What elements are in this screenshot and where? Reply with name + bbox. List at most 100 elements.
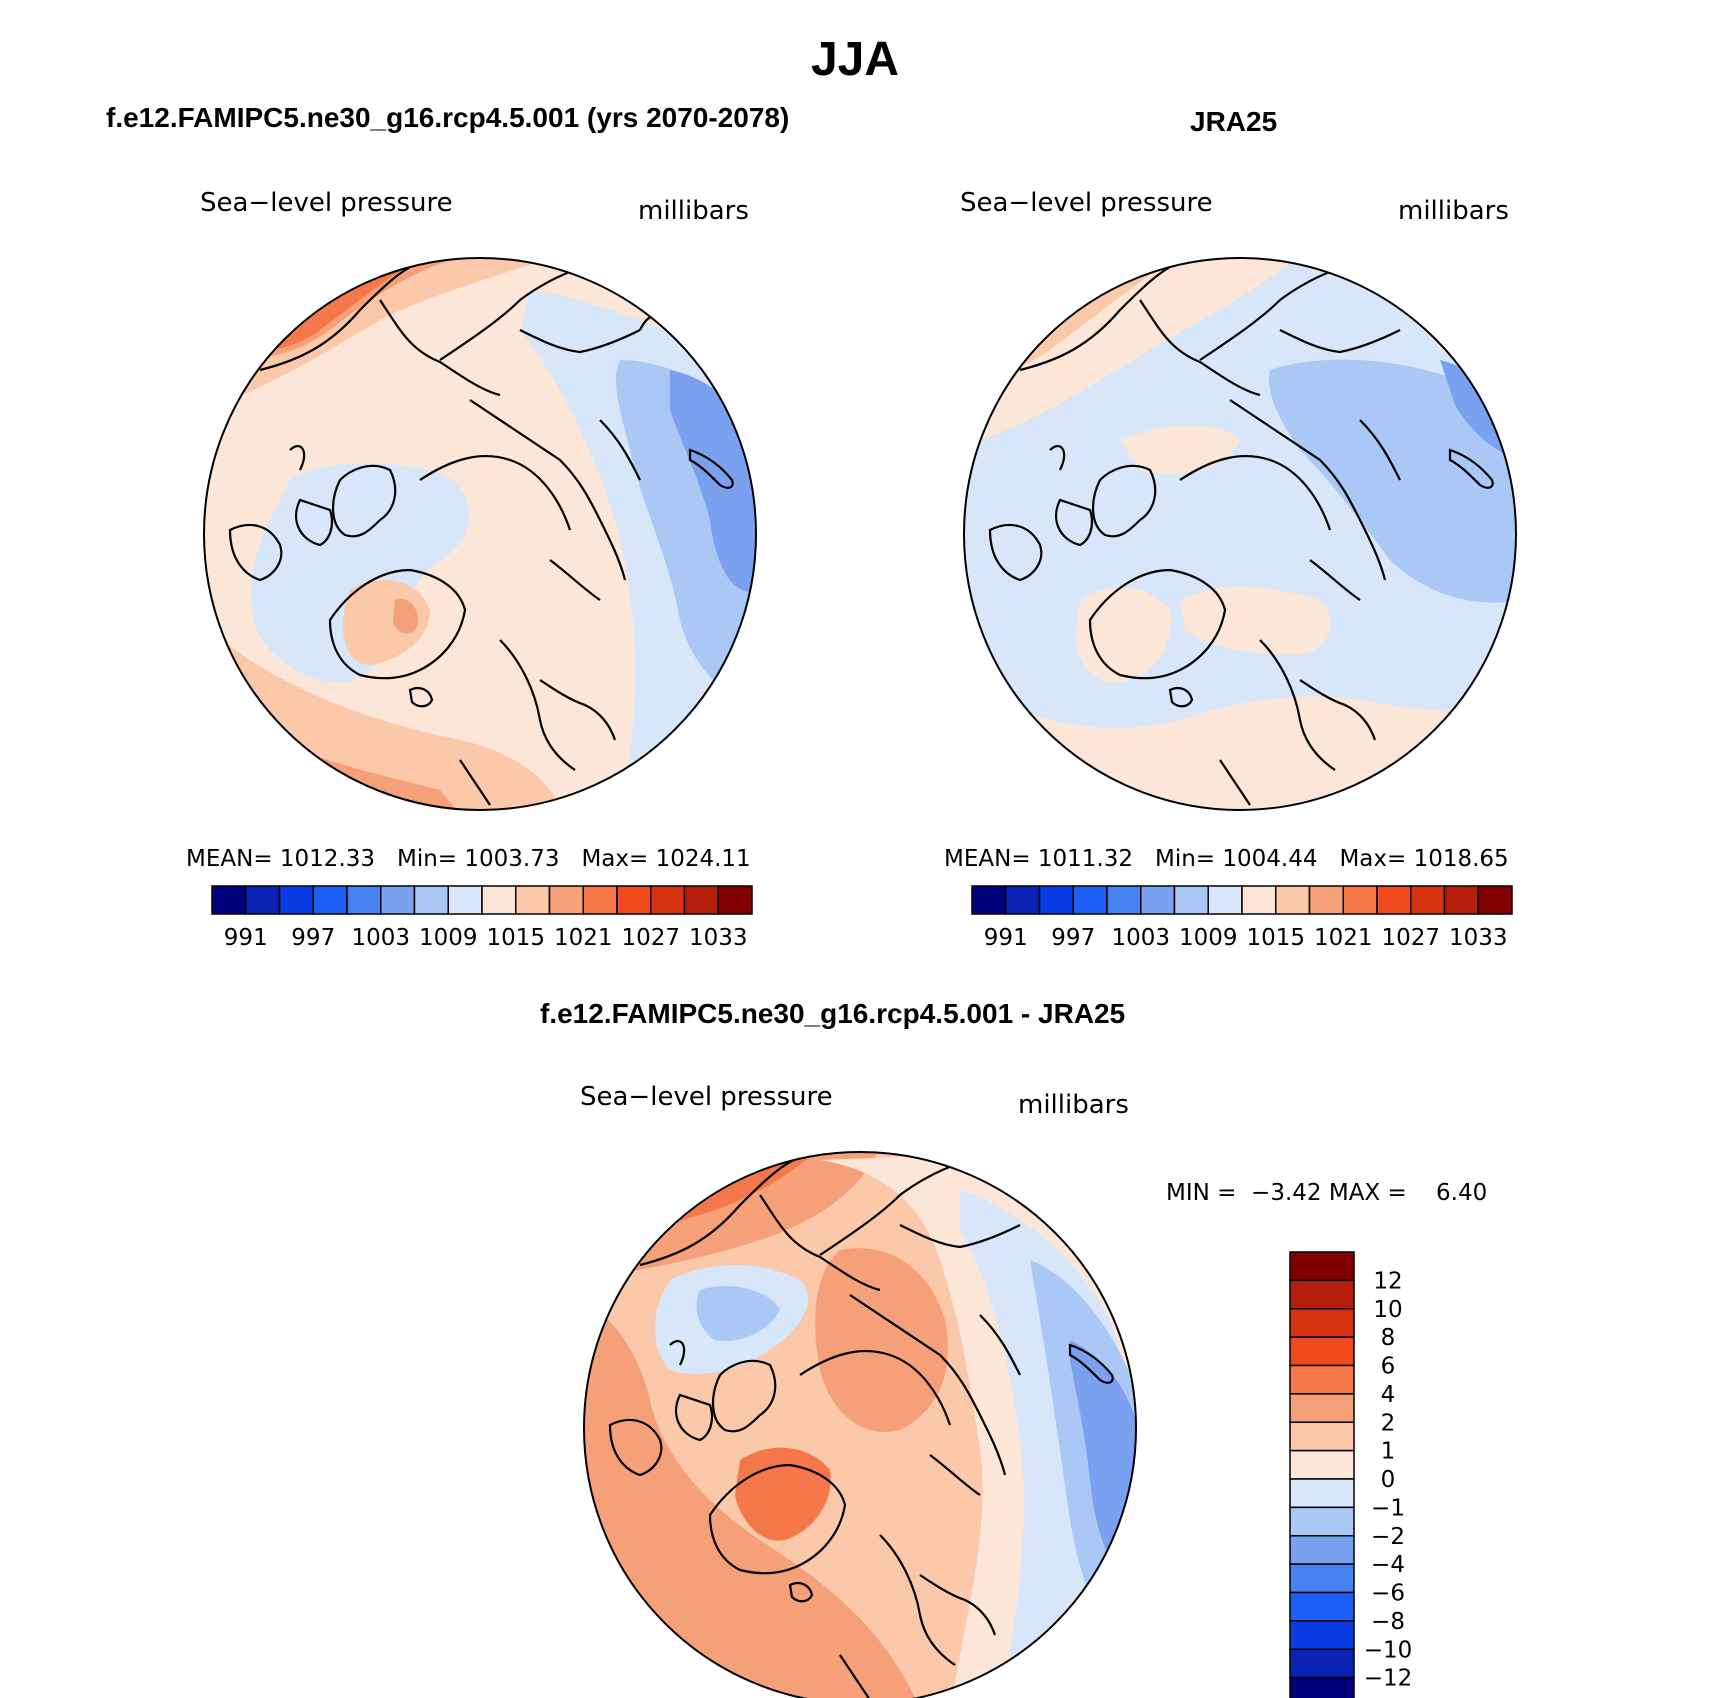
colorbar-swatch — [1289, 1421, 1355, 1452]
negative-anomaly-core — [696, 1286, 780, 1341]
model-min-value: 1003.73 — [464, 846, 560, 872]
obs-mean-label: MEAN= — [944, 846, 1031, 872]
model-colorbar: 991 997 1003 1009 1015 1021 1027 1033 — [211, 885, 753, 951]
colorbar-swatch — [1289, 1591, 1355, 1622]
colorbar-swatch — [346, 885, 382, 915]
colorbar-swatch — [1342, 885, 1378, 915]
colorbar-tick-label: 1021 — [1314, 925, 1373, 951]
colorbar-swatch — [1376, 885, 1412, 915]
colorbar-swatch — [582, 885, 618, 915]
colorbar-tick-label: −6 — [1371, 1581, 1405, 1607]
colorbar-tick-label: −2 — [1371, 1524, 1405, 1550]
colorbar-swatch — [1038, 885, 1074, 915]
colorbar-swatch — [1289, 1279, 1355, 1310]
colorbar-tick-label: −1 — [1371, 1495, 1405, 1521]
coastlines — [608, 1155, 1114, 1698]
model-panel-title: f.e12.FAMIPC5.ne30_g16.rcp4.5.001 (yrs 2… — [106, 102, 790, 133]
colorbar-swatch — [1275, 885, 1311, 915]
colorbar-tick-label: 1009 — [1179, 925, 1238, 951]
colorbar-swatch — [717, 885, 753, 915]
colorbar-tick-label: 1003 — [351, 925, 410, 951]
model-stats: MEAN= 1012.33 Min= 1003.73 Max= 1024.11 — [186, 846, 751, 872]
colorbar-swatch — [1289, 1251, 1355, 1282]
colorbar-tick-label: 12 — [1373, 1268, 1402, 1294]
colorbar-tick-label: 6 — [1381, 1354, 1396, 1380]
colorbar-swatch — [1289, 1336, 1355, 1367]
colorbar-swatch — [1289, 1393, 1355, 1423]
model-variable-label: Sea−level pressure — [200, 188, 453, 218]
high-pressure-core — [393, 599, 419, 634]
colorbar-tick-label: 991 — [984, 925, 1028, 951]
coastlines — [228, 260, 734, 806]
colorbar-swatch — [211, 885, 247, 915]
high-pressure-field — [342, 579, 430, 665]
diff-variable-label: Sea−level pressure — [580, 1082, 833, 1112]
model-min-label: Min= — [396, 846, 458, 872]
high-pressure-field — [1180, 586, 1331, 655]
colorbar-swatch — [683, 885, 719, 915]
colorbar-swatch — [1289, 1676, 1355, 1698]
obs-max-value: 1018.65 — [1413, 846, 1509, 872]
colorbar-swatch — [1289, 1620, 1355, 1650]
colorbar-swatch — [1289, 1478, 1355, 1509]
colorbar-swatch — [1410, 885, 1446, 915]
colorbar-swatch — [515, 885, 551, 915]
obs-max-label: Max= — [1339, 846, 1407, 872]
high-pressure-field — [1120, 425, 1240, 474]
colorbar-swatch — [1241, 885, 1277, 915]
colorbar-tick-label: −12 — [1364, 1666, 1413, 1692]
colorbar-tick-label: 1027 — [1381, 925, 1440, 951]
colorbar-tick-label: −10 — [1364, 1637, 1413, 1663]
colorbar-swatch — [1289, 1506, 1355, 1537]
low-pressure-field — [1269, 359, 1516, 603]
colorbar-swatch — [1072, 885, 1108, 915]
colorbar-swatch — [1443, 885, 1479, 915]
colorbar-tick-label: 4 — [1381, 1382, 1396, 1408]
diff-panel-title: f.e12.FAMIPC5.ne30_g16.rcp4.5.001 - JRA2… — [540, 998, 1126, 1029]
obs-polar-map — [963, 257, 1517, 811]
colorbar-swatch — [312, 885, 348, 915]
colorbar-swatch — [1173, 885, 1209, 915]
colorbar-swatch — [548, 885, 584, 915]
low-pressure-field — [251, 463, 469, 683]
colorbar-swatch — [650, 885, 686, 915]
high-pressure-field — [1075, 587, 1171, 683]
model-max-value: 1024.11 — [655, 846, 751, 872]
colorbar-swatch — [1477, 885, 1513, 915]
colorbar-tick-label: 1015 — [1246, 925, 1305, 951]
map-boundary — [963, 257, 1517, 811]
model-units-label: millibars — [638, 196, 749, 226]
diff-stats: MIN = −3.42 MAX = 6.40 — [1166, 1180, 1487, 1206]
colorbar-swatch — [1289, 1535, 1355, 1565]
obs-min-label: Min= — [1154, 846, 1216, 872]
colorbar-tick-label: 0 — [1381, 1467, 1396, 1493]
positive-anomaly-band — [584, 1300, 920, 1698]
colorbar-swatch — [481, 885, 517, 915]
colorbar-swatch — [1106, 885, 1142, 915]
diff-max-label: MAX = — [1328, 1180, 1407, 1206]
colorbar-swatch — [447, 885, 483, 915]
diff-units-label: millibars — [1018, 1090, 1129, 1120]
map-boundary — [583, 1151, 1137, 1698]
colorbar-tick-label: −8 — [1371, 1609, 1405, 1635]
obs-variable-label: Sea−level pressure — [960, 188, 1213, 218]
colorbar-swatch — [278, 885, 314, 915]
colorbar-tick-label: 1033 — [1449, 925, 1508, 951]
colorbar-swatch — [1289, 1308, 1355, 1338]
model-mean-label: MEAN= — [186, 846, 273, 872]
obs-panel-title: JRA25 — [1190, 106, 1278, 137]
obs-units-label: millibars — [1398, 196, 1509, 226]
colorbar-tick-label: 1009 — [419, 925, 478, 951]
colorbar-swatch — [1289, 1364, 1355, 1395]
colorbar-swatch — [1207, 885, 1243, 915]
obs-mean-value: 1011.32 — [1037, 846, 1134, 872]
colorbar-tick-label: 8 — [1381, 1325, 1396, 1351]
diff-polar-map — [583, 1151, 1137, 1698]
colorbar-tick-label: −4 — [1371, 1552, 1405, 1578]
positive-anomaly-field — [815, 1248, 948, 1432]
colorbar-swatch — [1005, 885, 1041, 915]
colorbar-swatch — [1140, 885, 1176, 915]
diff-min-label: MIN = — [1166, 1180, 1237, 1206]
colorbar-tick-label: 1 — [1381, 1439, 1396, 1465]
